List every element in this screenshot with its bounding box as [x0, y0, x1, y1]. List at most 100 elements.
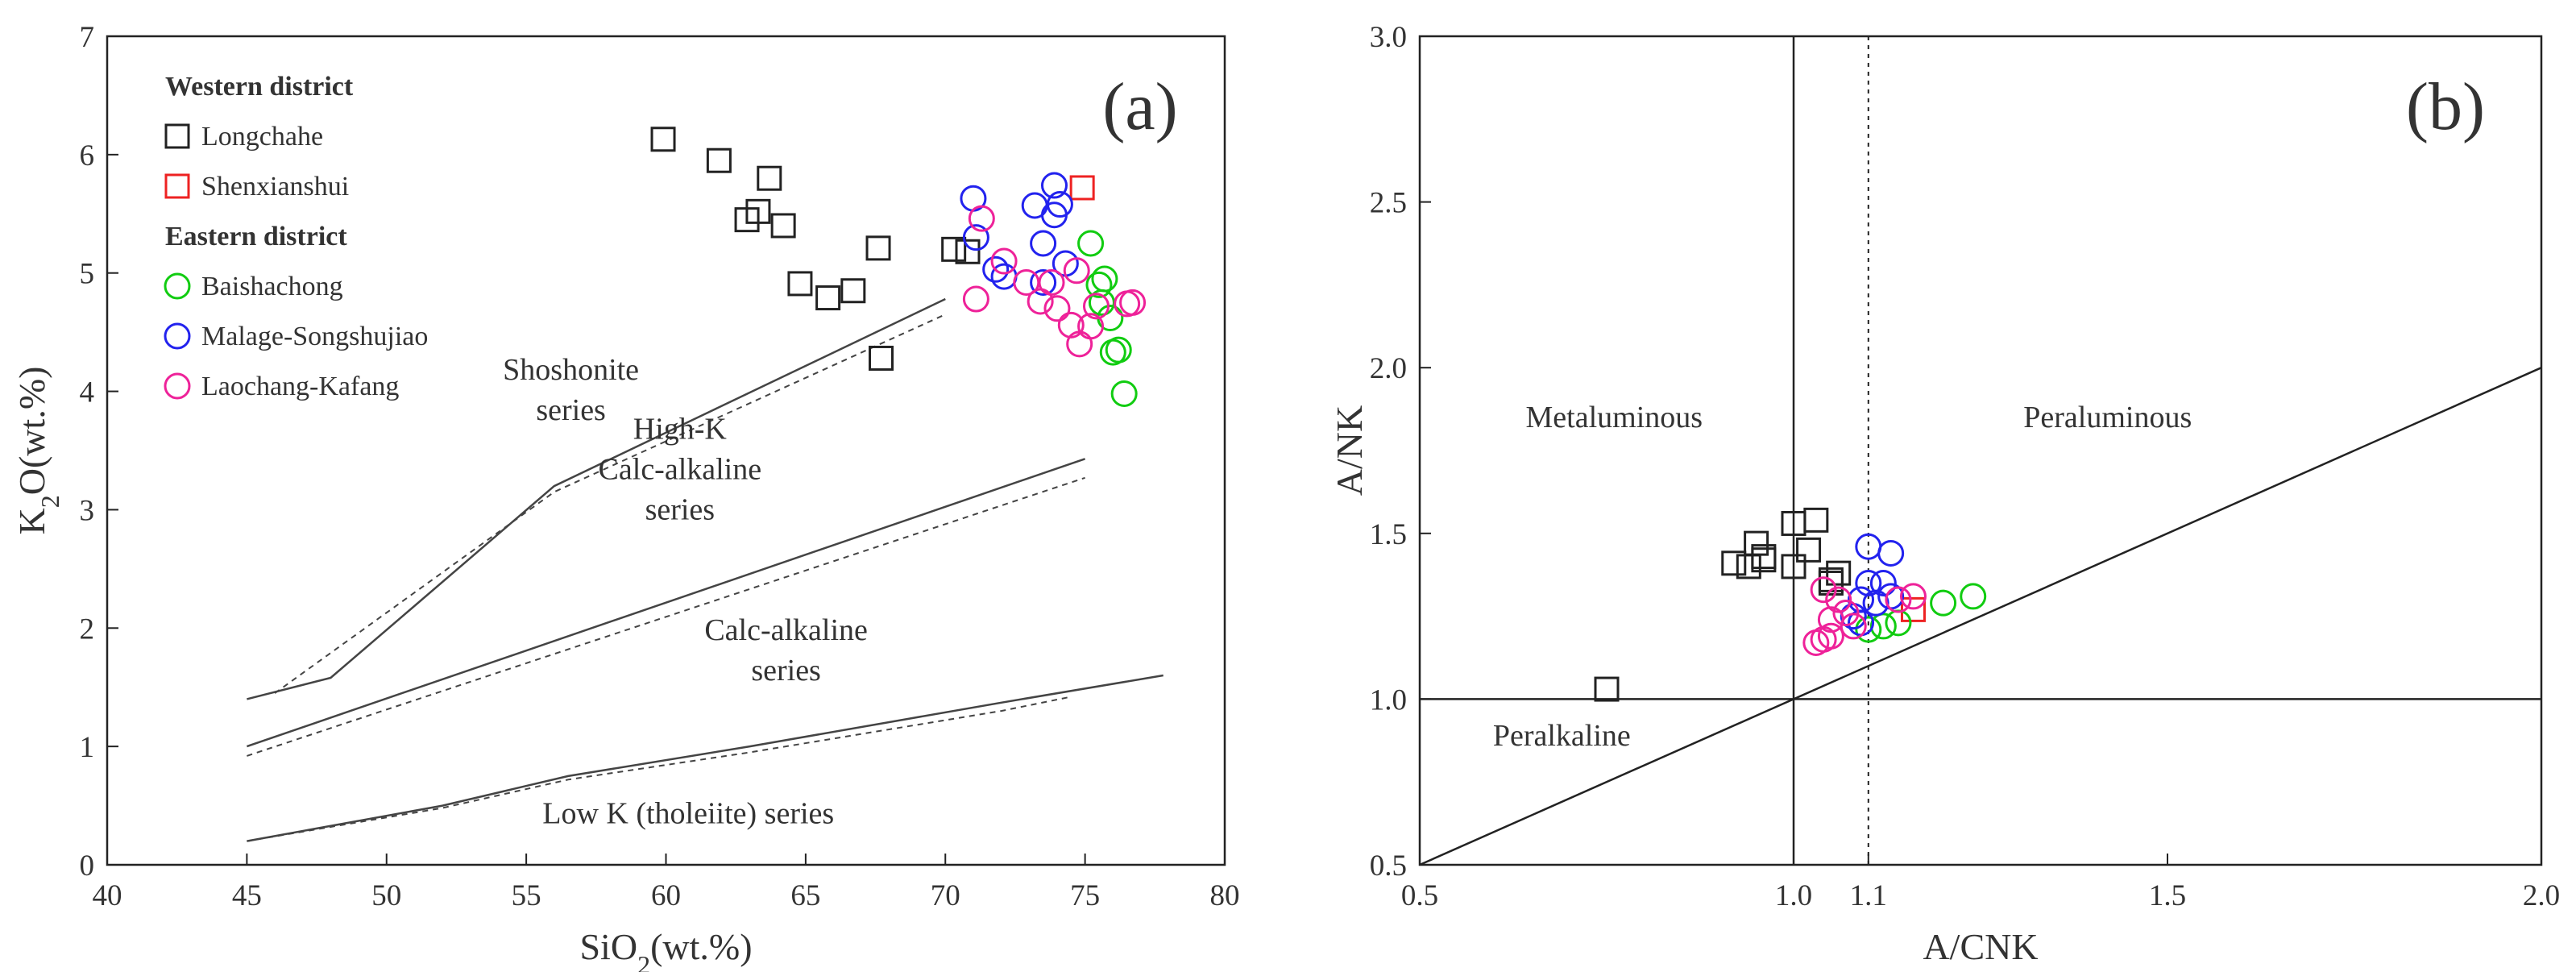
panel-a-k2o-vs-sio2: 40 45 50 55 60 65 70 75 8001234567SiO2(wt.%)K2O(…	[11, 21, 1240, 972]
plot-frame	[106, 35, 1226, 866]
panel-label: (b)	[2406, 69, 2485, 144]
y-tick-label: 4	[80, 376, 95, 409]
y-tick-label: 2	[80, 613, 95, 646]
data-point-baishachong	[1110, 380, 1138, 408]
x-tick-label: 40	[93, 879, 122, 912]
data-point-malage-songshujiao	[1855, 533, 1882, 560]
y-tick-label: 1	[80, 731, 95, 764]
y-axis-title-unit: O(wt.%)	[11, 367, 52, 496]
data-point-longchahe	[757, 165, 782, 191]
data-point-longchahe	[1744, 530, 1769, 556]
field-label-line: High-K	[633, 412, 728, 446]
field-label: Shoshonite series	[503, 353, 639, 427]
data-point-laochang-kafang	[1057, 311, 1085, 339]
field-label: Metaluminous	[1526, 401, 1703, 434]
data-point-baishachong	[1960, 583, 1987, 610]
field-label-line: Calc-alkaline	[599, 452, 762, 486]
data-point-longchahe	[734, 207, 760, 233]
data-point-longchahe	[1826, 560, 1852, 586]
y-axis-title: K2O(wt.%)	[11, 367, 64, 535]
data-point-baishachong	[1930, 589, 1957, 617]
data-point-laochang-kafang	[1840, 613, 1867, 640]
legend-marker-laochang-kafang	[164, 372, 191, 400]
data-point-malage-songshujiao	[1040, 172, 1068, 199]
series-boundary-line	[246, 458, 1086, 748]
y-tick-label: 1.5	[1370, 518, 1407, 551]
data-point-longchahe	[1594, 676, 1620, 702]
legend-marker-longchahe	[164, 123, 190, 149]
data-point-laochang-kafang	[968, 205, 995, 232]
legend-heading: Western district	[165, 72, 354, 102]
x-axis-title-main: A/CNK	[1923, 926, 2038, 967]
panel-b-anc-vs-acnk: 0.5 1.0 1.1 1.5 2.0 0.5 1.0 1.5 2.0 2.5 3.0 A/CNK A/…	[1329, 21, 2560, 967]
data-point-laochang-kafang	[1817, 622, 1844, 650]
data-point-baishachong	[1869, 613, 1897, 640]
x-axis-title-main: SiO	[579, 926, 637, 967]
data-point-malage-songshujiao	[1046, 191, 1073, 218]
data-point-baishachong	[1855, 616, 1882, 643]
data-point-laochang-kafang	[1899, 583, 1927, 610]
y-tick-label: 0	[80, 849, 95, 883]
data-point-longchahe	[650, 127, 676, 152]
data-point-laochang-kafang	[1810, 576, 1837, 604]
x-tick-label: 1.0	[1775, 879, 1812, 912]
series-boundary-line	[247, 476, 1085, 757]
data-point-longchahe	[1818, 570, 1844, 596]
series-boundary-line	[247, 696, 1072, 842]
data-point-malage-songshujiao	[1869, 569, 1897, 596]
legend-heading: Eastern district	[165, 222, 347, 251]
data-point-laochang-kafang	[1066, 330, 1093, 358]
data-point-baishachong	[1885, 609, 1912, 637]
legend-label: Shenxianshui	[201, 172, 349, 201]
x-tick-label: 1.5	[2149, 879, 2186, 912]
data-point-malage-songshujiao	[1030, 268, 1057, 296]
x-axis-title-unit: (wt.%)	[650, 926, 752, 967]
field-label-line: series	[645, 492, 716, 526]
field-label: Peralkaline	[1493, 719, 1631, 753]
data-point-longchahe	[868, 345, 894, 371]
data-point-baishachong	[1091, 265, 1118, 293]
x-tick-label: 45	[232, 879, 262, 912]
x-axis-title: A/CNK	[1923, 926, 2038, 967]
y-tick-label: 0.5	[1370, 849, 1407, 883]
legend-label: Baishachong	[201, 272, 343, 301]
data-point-laochang-kafang	[1077, 313, 1105, 340]
data-point-longchahe	[955, 239, 981, 264]
x-tick-label: 1.1	[1850, 879, 1887, 912]
data-point-malage-songshujiao	[1855, 569, 1882, 596]
data-point-laochang-kafang	[962, 285, 989, 313]
data-point-shenxianshui	[1900, 596, 1926, 622]
field-label: Peraluminous	[2023, 401, 2192, 434]
field-label-line: Low K (tholeiite) series	[542, 797, 834, 831]
data-point-longchahe	[770, 213, 796, 239]
field-label-line: Calc-alkaline	[704, 613, 868, 647]
data-point-baishachong	[1105, 336, 1132, 363]
x-axis-title-subscript: 2	[637, 950, 650, 972]
y-tick-label: 2.5	[1370, 187, 1407, 220]
y-tick-label: 2.0	[1370, 352, 1407, 385]
x-tick-label: 70	[931, 879, 960, 912]
data-point-laochang-kafang	[990, 247, 1018, 275]
y-tick-label: 3	[80, 494, 95, 527]
data-point-laochang-kafang	[1885, 586, 1912, 613]
field-label: High-K Calc-alkaline series	[599, 412, 762, 526]
legend-label: Longchahe	[201, 122, 323, 152]
y-tick-label: 1.0	[1370, 683, 1407, 717]
data-point-laochang-kafang	[1802, 629, 1830, 656]
panel-label: (a)	[1102, 69, 1177, 144]
data-point-longchahe	[941, 236, 967, 262]
y-axis-title-main: A/NK	[1329, 405, 1370, 496]
data-point-malage-songshujiao	[982, 255, 1010, 283]
data-point-laochang-kafang	[1038, 268, 1065, 296]
data-point-longchahe	[815, 285, 841, 311]
x-tick-label: 0.5	[1401, 879, 1438, 912]
x-tick-label: 65	[790, 879, 820, 912]
y-axis-title-main: K	[11, 508, 52, 534]
data-point-baishachong	[1077, 230, 1105, 257]
data-point-malage-songshujiao	[1862, 589, 1889, 617]
data-point-laochang-kafang	[1063, 257, 1090, 285]
data-point-longchahe	[706, 147, 732, 173]
data-point-laochang-kafang	[1043, 295, 1071, 322]
x-axis-title: SiO2(wt.%)	[579, 926, 752, 972]
